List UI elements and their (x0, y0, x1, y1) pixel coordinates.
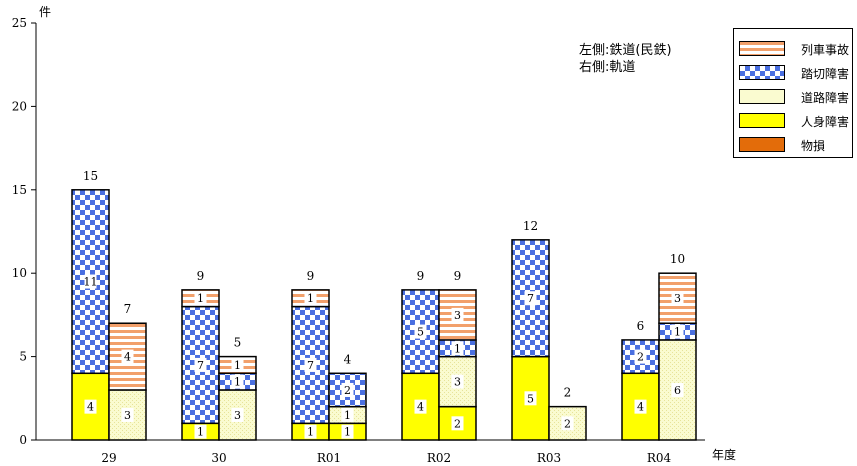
legend-label: 踏切障害 (801, 65, 849, 82)
y-tick-label: 10 (12, 266, 27, 280)
bar-total-label: 9 (454, 269, 462, 283)
segment-value-label: 1 (197, 426, 204, 439)
bar-total-label: 9 (417, 269, 425, 283)
x-tick-label: R01 (317, 451, 341, 465)
segment-value-label: 1 (234, 376, 241, 389)
y-tick-label: 20 (12, 99, 27, 113)
segment-value-label: 2 (344, 384, 351, 397)
segment-value-label: 5 (527, 392, 534, 405)
legend-item-personal: 人身障害 (739, 111, 854, 129)
segment-value-label: 3 (124, 409, 131, 422)
segment-value-label: 5 (417, 326, 424, 339)
bar-total-label: 7 (124, 302, 132, 316)
segment-value-label: 3 (454, 309, 461, 322)
segment-value-label: 1 (197, 292, 204, 305)
bar-total-label: 6 (637, 319, 645, 333)
legend-swatch-property (739, 137, 785, 152)
y-unit-label: 件 (39, 5, 51, 19)
legend-swatch-train-accident (739, 41, 785, 56)
legend: 列車事故 踏切障害 道路障害 人身障害 物損 (733, 28, 853, 158)
bar-total-label: 9 (197, 269, 205, 283)
legend-swatch-personal (739, 113, 785, 128)
segment-value-label: 3 (674, 292, 681, 305)
segment-value-label: 1 (454, 342, 461, 355)
segment-value-label: 7 (307, 359, 314, 372)
legend-label: 列車事故 (801, 41, 849, 58)
bar-total-label: 9 (307, 269, 315, 283)
segment-value-label: 1 (344, 426, 351, 439)
x-unit-label: 年度 (712, 447, 736, 462)
segment-value-label: 7 (527, 292, 534, 305)
y-tick-label: 25 (12, 16, 27, 30)
segment-value-label: 3 (454, 376, 461, 389)
legend-item-crossing: 踏切障害 (739, 63, 854, 81)
bar-total-label: 2 (564, 386, 572, 400)
right-group-note: 右側:軌道 (579, 56, 635, 75)
legend-swatch-crossing (739, 65, 785, 80)
segment-value-label: 4 (124, 351, 131, 364)
segment-value-label: 11 (84, 276, 98, 289)
segment-value-label: 1 (307, 426, 314, 439)
segment-value-label: 2 (454, 417, 461, 430)
x-tick-label: 29 (101, 451, 116, 465)
segment-value-label: 3 (234, 409, 241, 422)
bar-total-label: 5 (234, 336, 242, 350)
legend-label: 物損 (801, 137, 825, 154)
x-tick-label: R03 (537, 451, 561, 465)
segment-value-label: 1 (234, 359, 241, 372)
bar-total-label: 10 (670, 252, 685, 266)
x-tick-label: 30 (211, 451, 226, 465)
legend-label: 人身障害 (801, 113, 849, 130)
segment-value-label: 6 (674, 384, 681, 397)
segment-value-label: 1 (674, 326, 681, 339)
legend-item-road: 道路障害 (739, 87, 854, 105)
x-tick-label: R04 (647, 451, 672, 465)
bar-total-label: 4 (344, 352, 352, 366)
legend-item-train-accident: 列車事故 (739, 39, 854, 57)
segment-value-label: 2 (564, 417, 571, 430)
y-tick-label: 15 (12, 183, 27, 197)
segment-value-label: 2 (637, 351, 644, 364)
bar-total-label: 12 (523, 219, 538, 233)
bar-total-label: 15 (83, 169, 98, 183)
legend-swatch-road (739, 89, 785, 104)
x-tick-label: R02 (427, 451, 451, 465)
legend-label: 道路障害 (801, 89, 849, 106)
y-tick-label: 0 (19, 433, 27, 447)
segment-value-label: 1 (344, 409, 351, 422)
segment-value-label: 4 (87, 401, 94, 414)
legend-item-property: 物損 (739, 135, 854, 153)
y-tick-label: 5 (19, 350, 27, 364)
segment-value-label: 4 (637, 401, 644, 414)
segment-value-label: 1 (307, 292, 314, 305)
segment-value-label: 4 (417, 401, 424, 414)
segment-value-label: 7 (197, 359, 204, 372)
